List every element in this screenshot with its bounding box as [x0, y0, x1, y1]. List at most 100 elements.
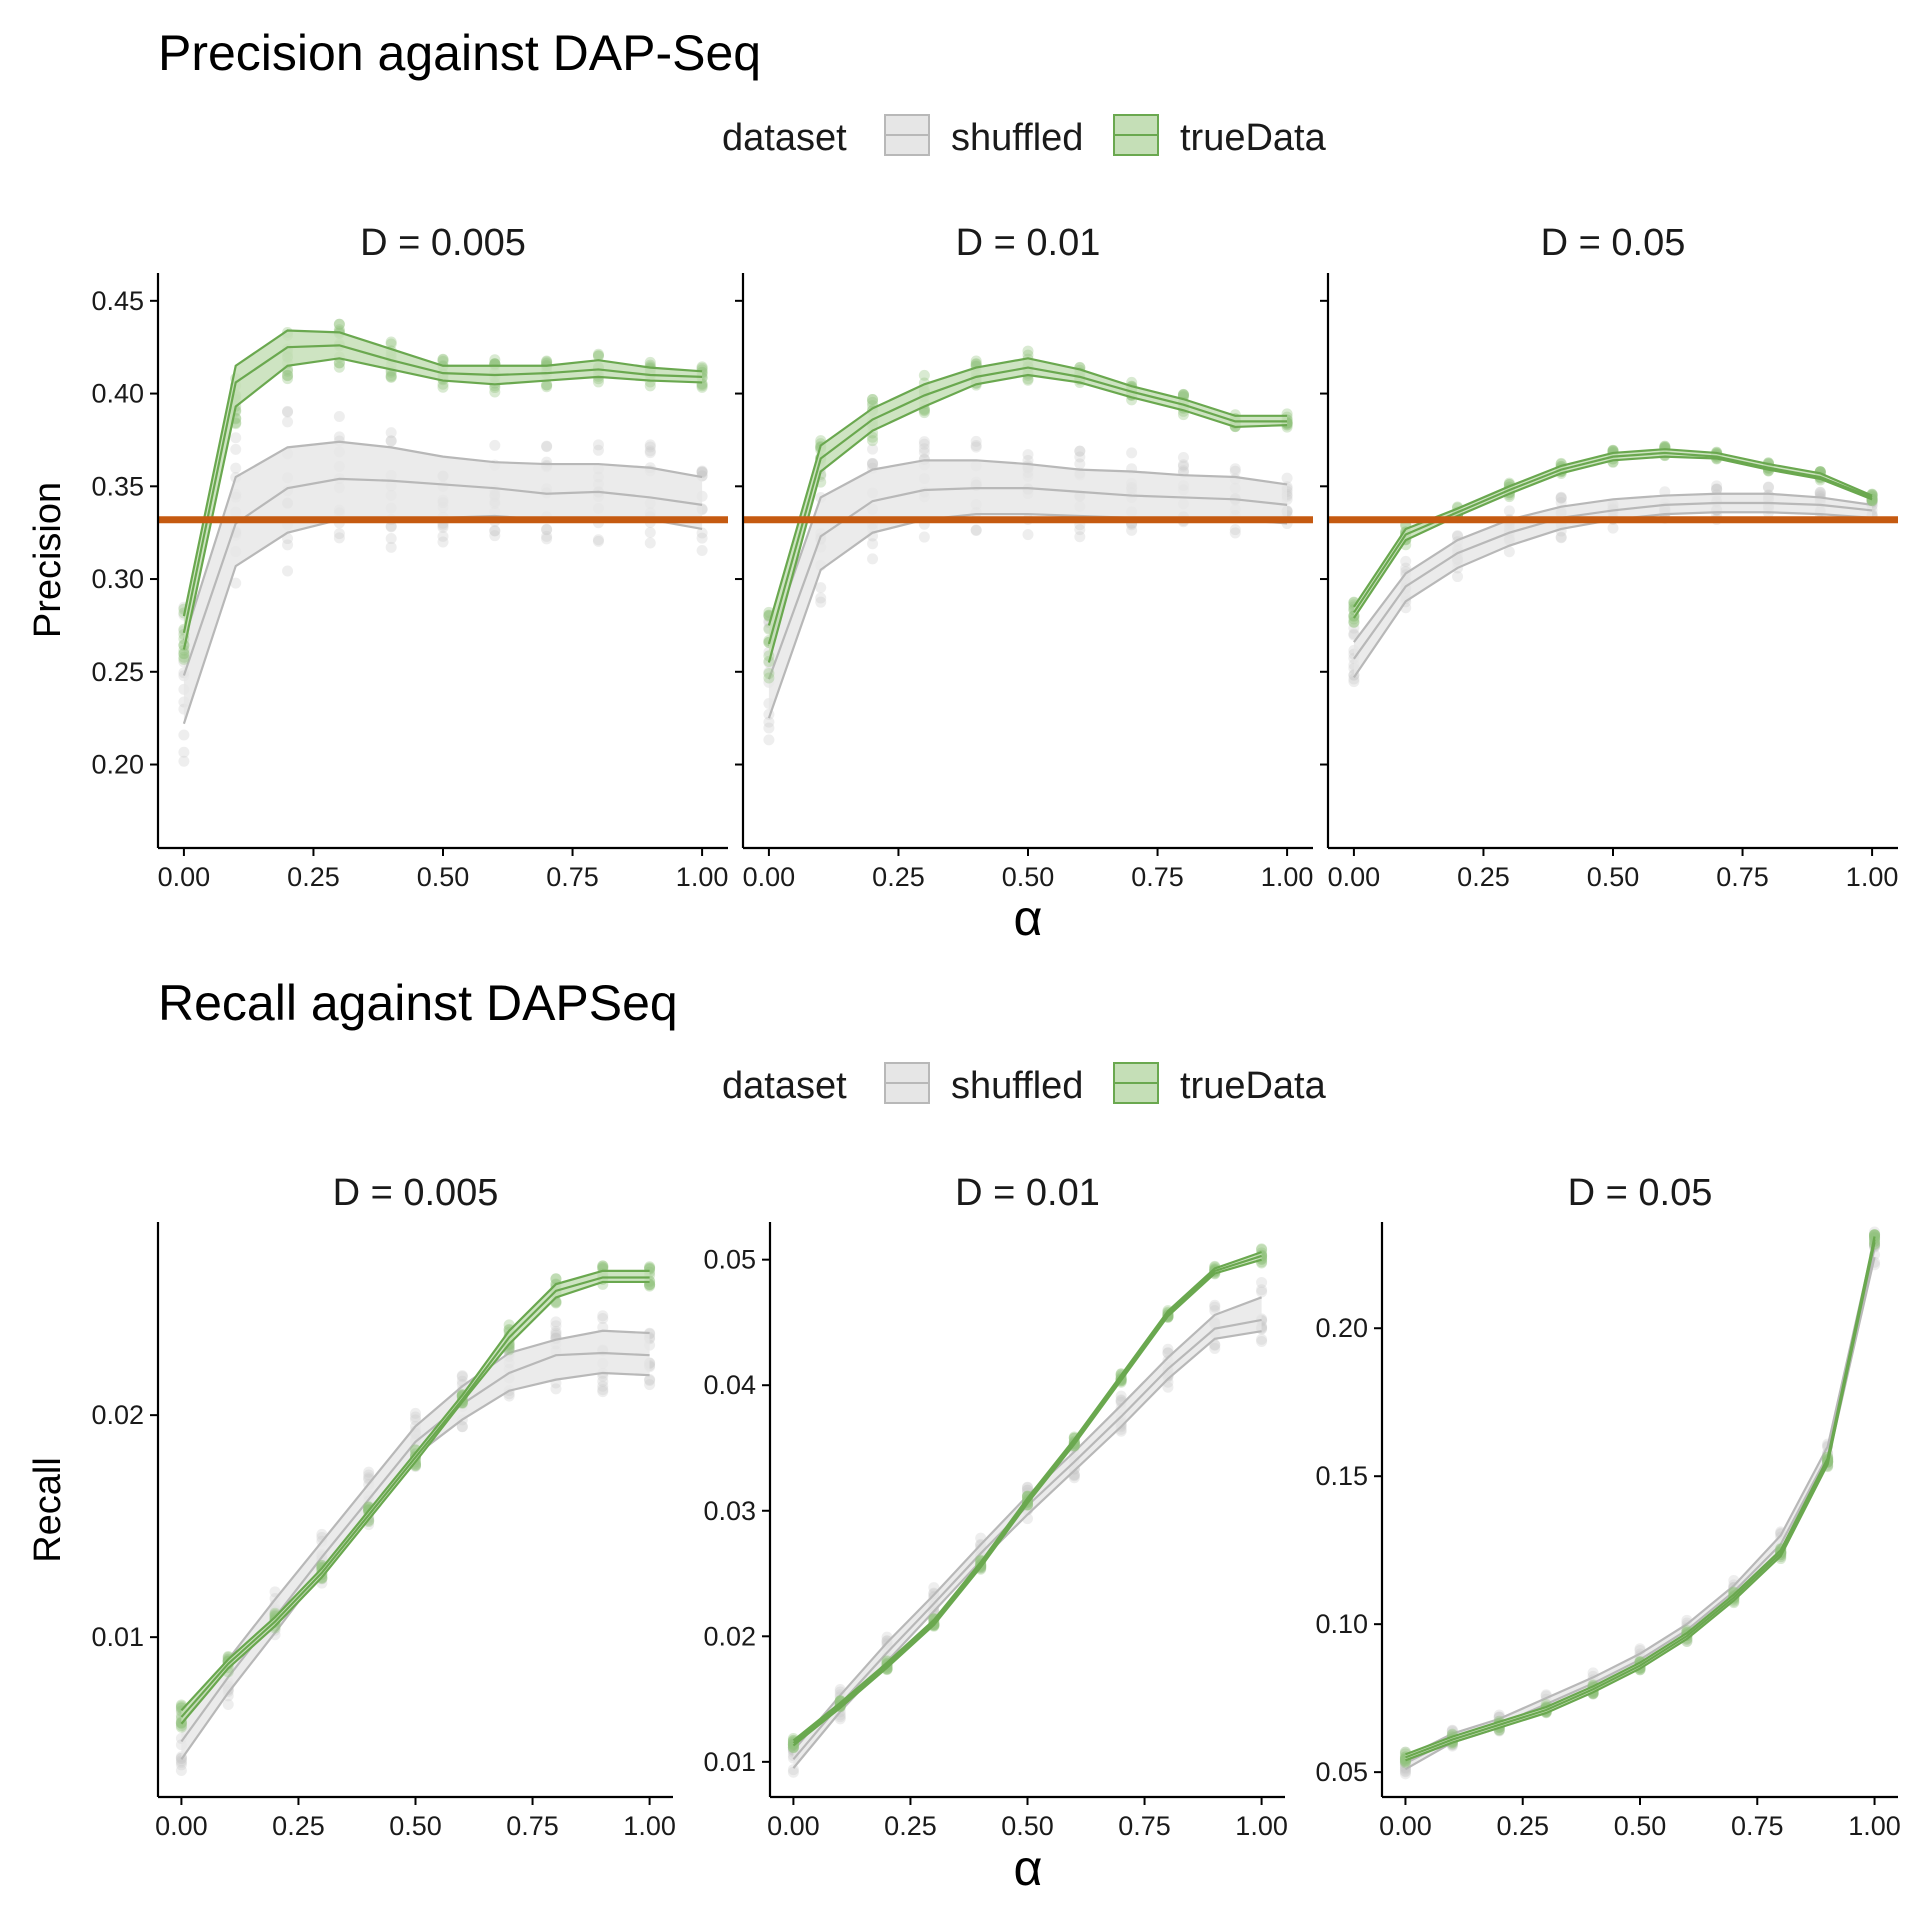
series-shuffled [1348, 480, 1878, 688]
replicate-point [1348, 613, 1360, 625]
replicate-point [410, 1411, 421, 1423]
x-tick-label: 0.00 [1379, 1811, 1432, 1841]
mean-line [180, 1276, 650, 1718]
replicate-point [644, 439, 656, 451]
replicate-point [1229, 524, 1241, 536]
replicate-point [550, 1273, 562, 1285]
replicate-point [787, 1742, 799, 1754]
recall-legend: dataset shuffled trueData [722, 1062, 1327, 1107]
replicate-point [541, 441, 553, 453]
replicate-point [1348, 676, 1360, 688]
replicate-point [1256, 1276, 1268, 1288]
precision-legend-shuffled: shuffled [951, 117, 1083, 159]
replicate-point [385, 520, 397, 532]
x-tick-label: 1.00 [1848, 1811, 1901, 1841]
replicate-point [282, 565, 294, 577]
replicate-point [385, 541, 397, 553]
replicate-point [918, 369, 930, 381]
replicate-point [867, 396, 879, 408]
ribbon-lower-line [180, 1280, 650, 1725]
replicate-point [175, 1721, 187, 1733]
replicate-point [1555, 532, 1567, 544]
y-tick-label: 0.40 [91, 379, 144, 409]
replicate-point [970, 439, 982, 451]
replicate-point [1074, 445, 1086, 457]
replicate-point [489, 525, 501, 537]
replicate-point [178, 647, 190, 659]
recall-x-axis-label: α [1014, 1840, 1043, 1896]
ribbon-upper-line [767, 357, 1288, 626]
replicate-point [1711, 480, 1723, 492]
x-tick-label: 1.00 [1261, 862, 1314, 892]
precision-title: Precision against DAP-Seq [158, 25, 761, 81]
replicate-point [541, 524, 553, 536]
x-tick-label: 0.00 [767, 1811, 820, 1841]
replicate-point [333, 318, 345, 330]
replicate-point [489, 530, 501, 542]
replicate-point [867, 457, 879, 469]
x-tick-label: 0.75 [1716, 862, 1769, 892]
replicate-point [282, 405, 294, 417]
recall-y-axis-label: Recall [27, 1457, 69, 1563]
x-tick-label: 0.50 [1587, 862, 1640, 892]
precision-x-axis-label: α [1014, 890, 1043, 946]
replicate-point [1348, 673, 1360, 685]
mean-line [182, 477, 703, 676]
replicate-point [178, 755, 190, 767]
replicate-point [550, 1320, 562, 1332]
facet-label: D = 0.01 [955, 1172, 1100, 1214]
replicate-point [178, 729, 190, 741]
mean-line [792, 1254, 1262, 1744]
replicate-point [1555, 531, 1567, 543]
ribbon-upper-line [1405, 1236, 1876, 1756]
replicate-point [230, 443, 242, 455]
replicate-point [1607, 522, 1619, 534]
replicate-point [1814, 486, 1826, 498]
replicate-point [175, 1720, 187, 1732]
replicate-point [592, 350, 604, 362]
ribbon-upper-line [1353, 492, 1873, 643]
replicate-point [230, 462, 242, 474]
replicate-point [385, 336, 397, 348]
replicate-point [1555, 492, 1567, 504]
replicate-point [1022, 449, 1034, 461]
replicate-point [592, 535, 604, 547]
replicate-point [1256, 1243, 1268, 1255]
replicate-point [175, 1756, 187, 1768]
replicate-point [456, 1371, 468, 1383]
replicate-point [867, 394, 879, 406]
replicate-point [592, 348, 604, 360]
replicate-point [1399, 1768, 1411, 1780]
replicate-point [1256, 1333, 1268, 1345]
replicate-point [597, 1260, 609, 1272]
y-tick-label: 0.04 [703, 1370, 756, 1400]
replicate-point [970, 441, 982, 453]
replicate-point [696, 466, 708, 478]
replicate-point [282, 539, 294, 551]
facet-label: D = 0.01 [956, 222, 1101, 264]
replicate-point [597, 1313, 609, 1325]
ribbon [1353, 493, 1873, 678]
replicate-point [1256, 1284, 1268, 1296]
replicate-point [763, 722, 775, 734]
panel-2: D = 0.01 0.00 0.25 0.50 0.75 1.00 0.01 0.02 0.03… [703, 1172, 1287, 1841]
replicate-point [333, 532, 345, 544]
replicate-point [175, 1755, 187, 1767]
replicate-point [592, 376, 604, 388]
replicate-point [815, 582, 827, 594]
replicate-point [1399, 1766, 1411, 1778]
x-tick-label: 0.50 [389, 1811, 442, 1841]
replicate-point [763, 734, 775, 746]
y-tick-label: 0.20 [1315, 1313, 1368, 1343]
replicate-point [597, 1384, 609, 1396]
replicate-point [437, 536, 449, 548]
replicate-point [1074, 451, 1086, 463]
y-tick-label: 0.02 [91, 1400, 144, 1430]
replicate-point [1869, 1230, 1881, 1242]
replicate-point [230, 577, 242, 589]
replicate-point [541, 533, 553, 545]
replicate-point [333, 410, 345, 422]
replicate-point [410, 1407, 421, 1419]
y-tick-label: 0.05 [1315, 1757, 1368, 1787]
replicate-point [1869, 1230, 1881, 1242]
